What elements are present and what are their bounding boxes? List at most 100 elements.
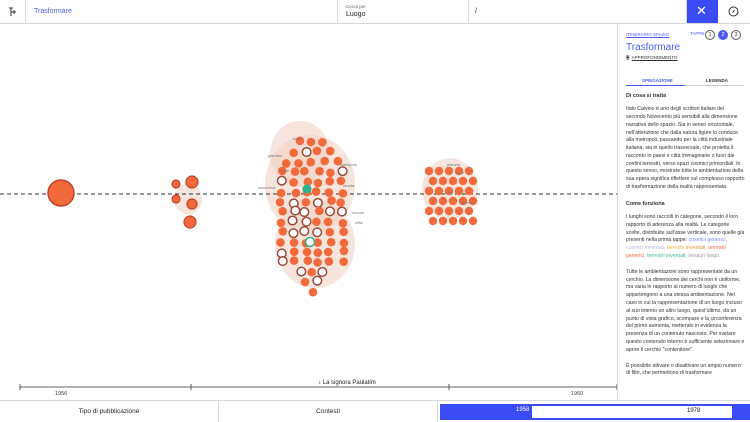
place-node[interactable]: [339, 257, 348, 266]
place-node[interactable]: [454, 186, 464, 196]
place-node[interactable]: [325, 227, 335, 237]
place-node[interactable]: [339, 227, 348, 237]
place-node[interactable]: [458, 196, 468, 206]
place-node[interactable]: [339, 246, 349, 256]
place-node[interactable]: [458, 176, 468, 186]
place-node[interactable]: [289, 238, 299, 247]
place-node[interactable]: [424, 206, 434, 216]
place-node[interactable]: [291, 188, 301, 198]
place-node[interactable]: [468, 196, 478, 206]
place-node[interactable]: [458, 216, 468, 226]
place-node[interactable]: [296, 266, 307, 277]
place-node[interactable]: [276, 175, 287, 186]
place-node[interactable]: [312, 197, 323, 208]
place-node[interactable]: [424, 186, 434, 196]
place-node[interactable]: [325, 146, 335, 156]
tab-spiegazione[interactable]: SPIEGAZIONE: [642, 78, 673, 83]
place-node[interactable]: [428, 196, 438, 206]
place-node[interactable]: [464, 166, 474, 176]
place-node[interactable]: [448, 176, 458, 186]
place-node[interactable]: [313, 178, 323, 188]
visualization-area[interactable]: ecco giardino mare macchina metropoli strada m…: [0, 24, 617, 400]
place-node[interactable]: [294, 159, 303, 168]
place-node[interactable]: [312, 227, 323, 238]
tipo-pubblicazione-button[interactable]: Tipo di pubblicazione: [0, 401, 219, 422]
place-node[interactable]: [424, 166, 434, 176]
place-node[interactable]: [338, 189, 348, 198]
place-node[interactable]: [290, 167, 300, 176]
place-node[interactable]: [288, 228, 299, 239]
year-range-selection[interactable]: [532, 406, 732, 418]
place-node[interactable]: [333, 156, 343, 166]
breadcrumb[interactable]: ITINERARIO SPAZIO: [626, 32, 670, 37]
place-node[interactable]: [299, 226, 310, 237]
place-node[interactable]: [434, 186, 444, 196]
place-node[interactable]: [327, 196, 336, 205]
place-node[interactable]: [308, 287, 318, 297]
place-node[interactable]: [326, 237, 336, 247]
place-node[interactable]: [428, 216, 438, 226]
place-node[interactable]: [276, 218, 286, 228]
place-node[interactable]: [315, 166, 324, 176]
place-node[interactable]: [312, 217, 321, 227]
place-node[interactable]: [311, 187, 321, 196]
place-node[interactable]: [301, 197, 311, 207]
place-node[interactable]: [303, 256, 313, 265]
place-node[interactable]: [313, 258, 322, 267]
place-node[interactable]: [454, 206, 464, 216]
place-node[interactable]: [468, 216, 478, 226]
year-start-label[interactable]: 1958: [516, 407, 530, 413]
place-node[interactable]: [444, 166, 454, 176]
place-node[interactable]: [444, 206, 454, 216]
place-node[interactable]: [301, 146, 312, 158]
place-node[interactable]: [171, 179, 181, 189]
place-node[interactable]: [303, 177, 313, 187]
place-node[interactable]: [438, 176, 448, 186]
selected-place-node[interactable]: [302, 184, 312, 194]
place-node[interactable]: [301, 216, 312, 227]
place-node[interactable]: [320, 156, 329, 166]
place-node[interactable]: [289, 148, 298, 158]
place-node[interactable]: [448, 196, 458, 206]
places-chart[interactable]: ecco giardino mare macchina metropoli strada m…: [0, 24, 617, 400]
logo[interactable]: [0, 0, 26, 23]
place-node[interactable]: [289, 247, 299, 256]
place-node[interactable]: [448, 216, 458, 226]
place-node[interactable]: [336, 176, 346, 186]
place-node[interactable]: [289, 256, 299, 265]
place-node[interactable]: [289, 178, 298, 187]
place-node[interactable]: [464, 186, 474, 196]
approfondimento-link[interactable]: 🗎 APPROFONDIMENTO: [626, 54, 678, 62]
place-node[interactable]: [428, 176, 438, 186]
place-node[interactable]: [438, 196, 448, 206]
place-node[interactable]: [324, 257, 334, 266]
place-node[interactable]: [185, 175, 199, 189]
place-node[interactable]: [336, 206, 348, 217]
year-range-slider[interactable]: 1958 1978: [440, 404, 750, 420]
place-node[interactable]: [312, 146, 322, 156]
place-node[interactable]: [277, 166, 287, 176]
place-node[interactable]: [338, 218, 348, 228]
place-node[interactable]: [317, 266, 328, 278]
place-node[interactable]: [434, 166, 444, 176]
place-node[interactable]: [171, 194, 181, 204]
place-node[interactable]: [183, 215, 197, 229]
place-node[interactable]: [464, 206, 474, 216]
place-node[interactable]: [326, 168, 335, 178]
place-node[interactable]: [337, 166, 348, 177]
place-node[interactable]: [339, 238, 349, 248]
step-2-button[interactable]: 2: [718, 30, 728, 40]
place-node[interactable]: [318, 137, 327, 147]
place-node[interactable]: [300, 166, 309, 176]
contesti-button[interactable]: Contesti: [219, 401, 438, 422]
search-by-select[interactable]: Cerca per Luogo: [338, 0, 469, 23]
place-node[interactable]: [434, 206, 444, 216]
place-node[interactable]: [313, 238, 322, 247]
place-node[interactable]: [323, 217, 333, 227]
year-end-label[interactable]: 1978: [687, 408, 701, 414]
place-node[interactable]: [47, 179, 75, 207]
path-input[interactable]: /: [469, 0, 687, 23]
place-node[interactable]: [468, 176, 478, 186]
place-node[interactable]: [324, 206, 336, 217]
compass-button[interactable]: [718, 0, 750, 23]
